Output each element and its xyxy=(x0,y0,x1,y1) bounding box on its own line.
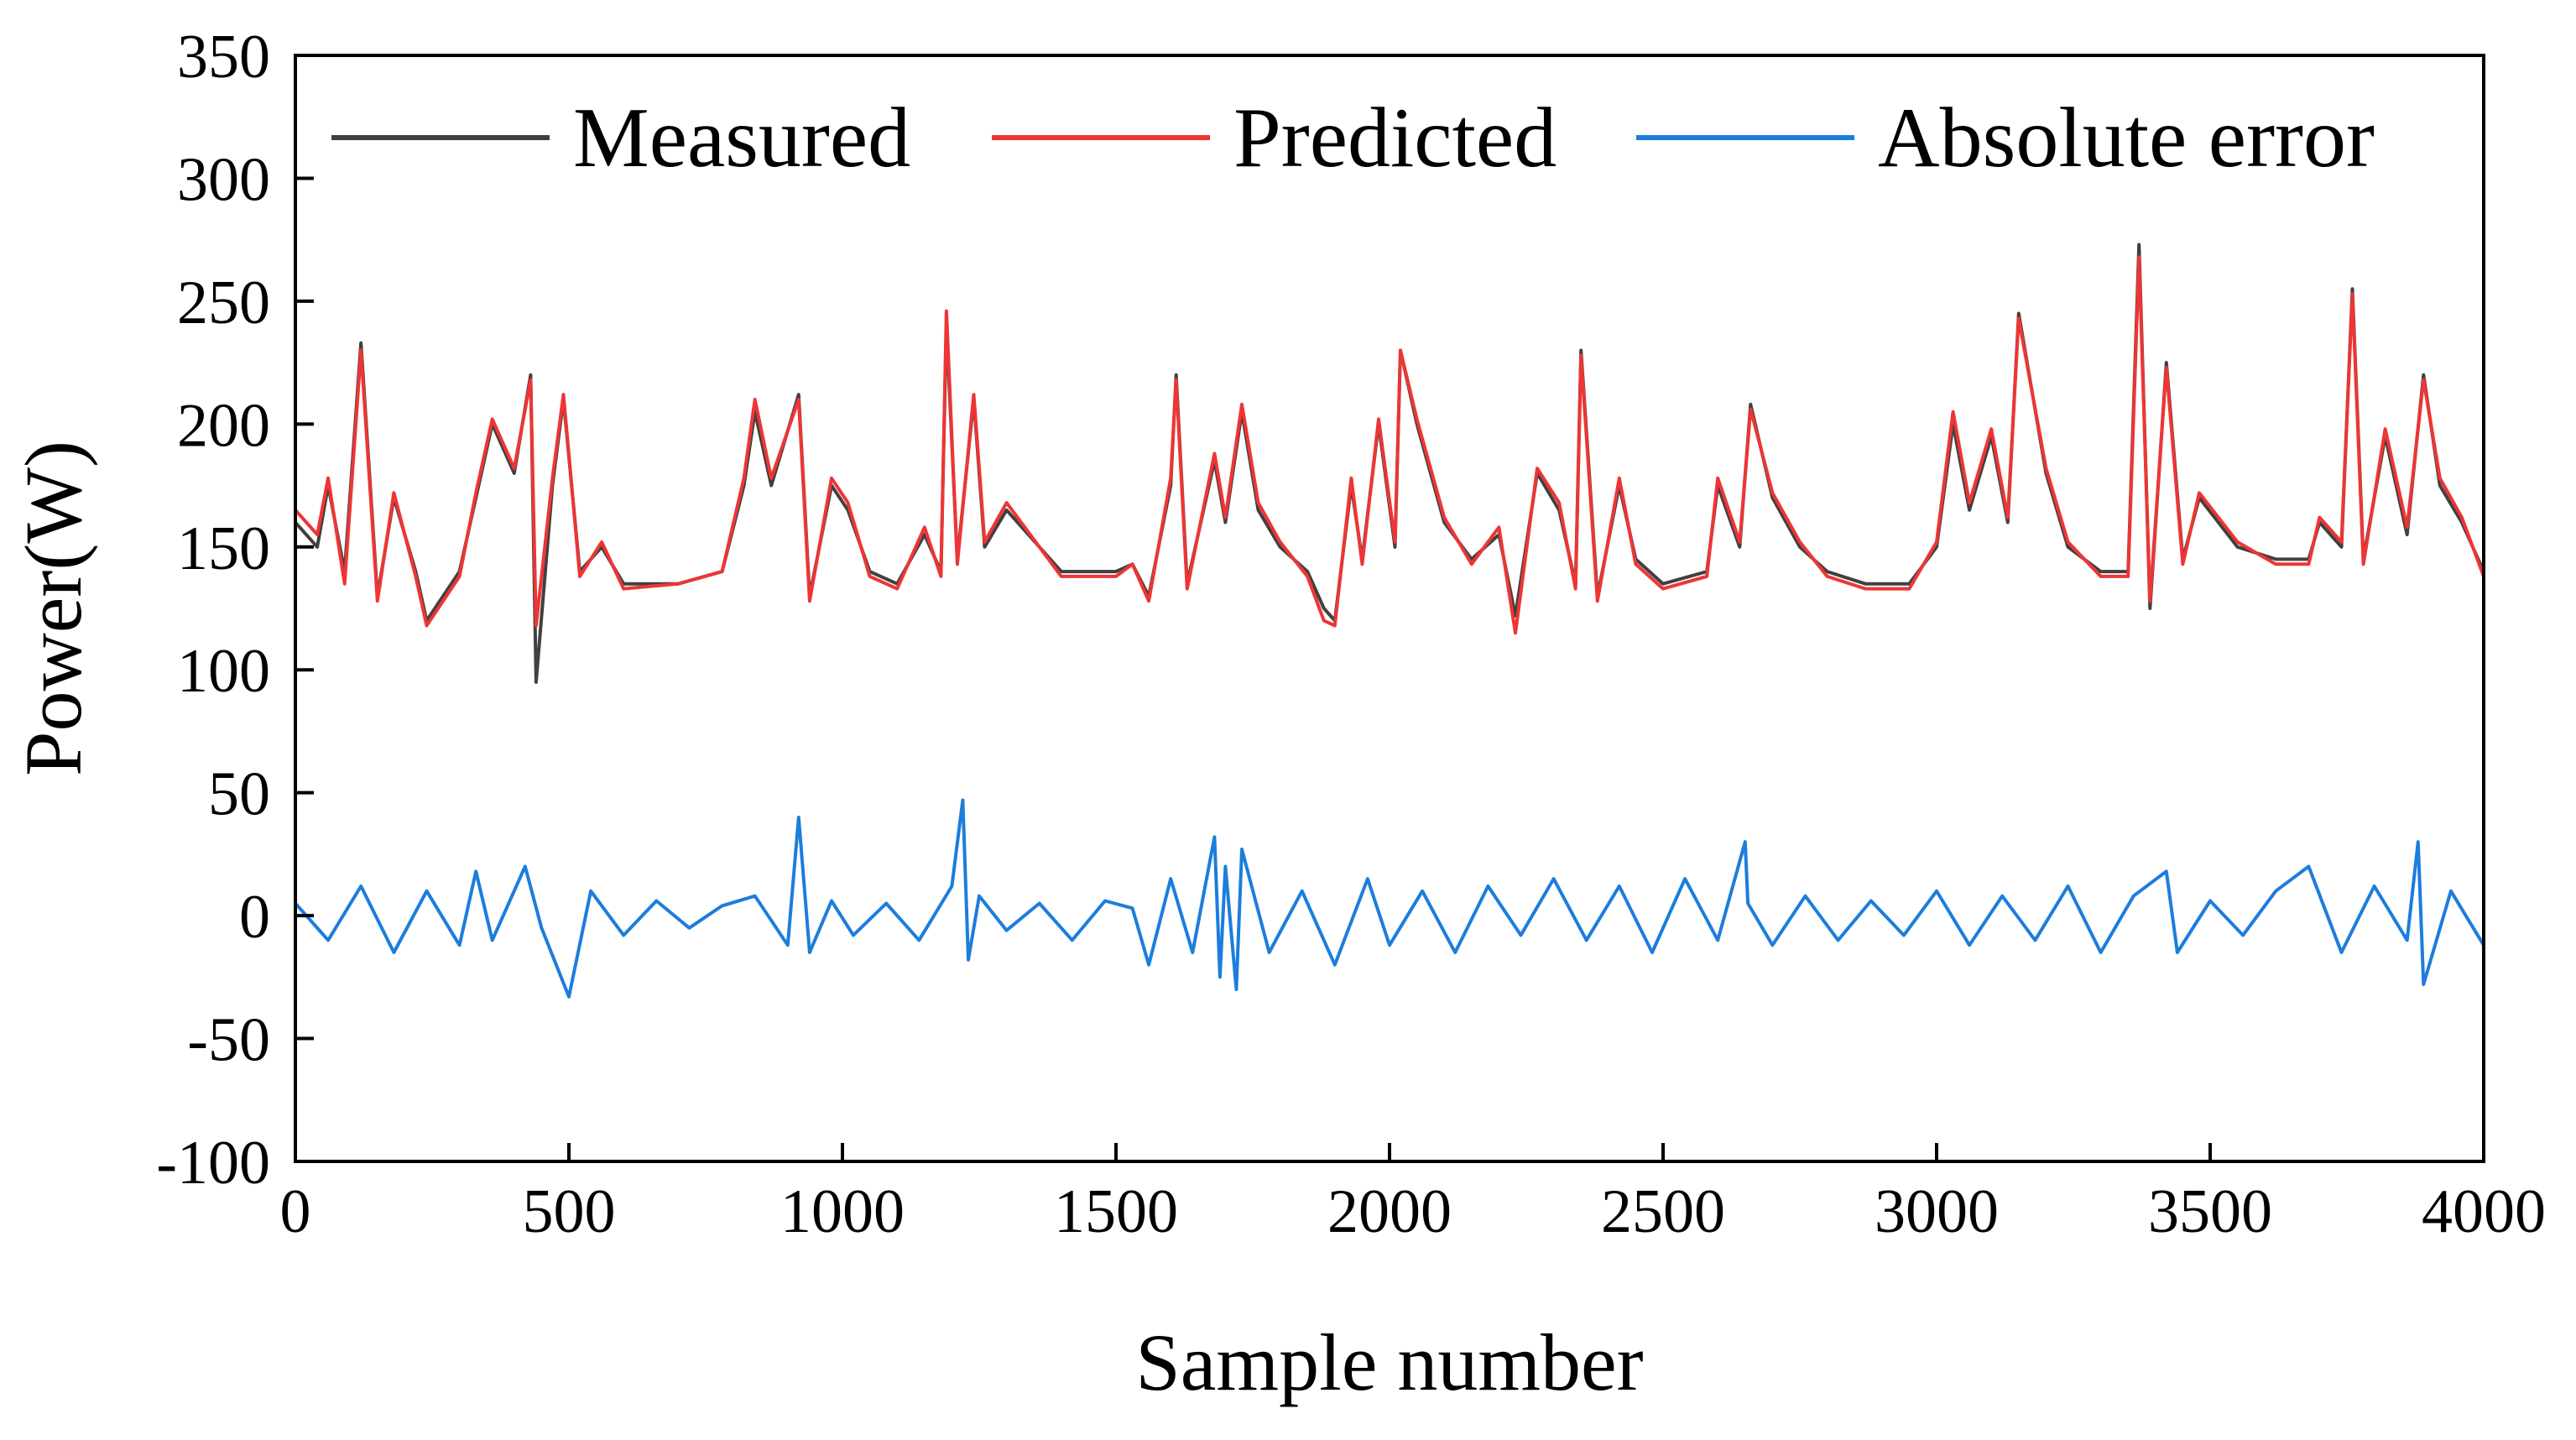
y-tick-label-8: 300 xyxy=(177,145,270,214)
ticks-layer: 0 500 1000 1500 2000 2500 3000 3500 4000 -100 -50 0… xyxy=(156,23,2546,1246)
plot-frame xyxy=(294,54,2485,1163)
x-tick-label-2: 1000 xyxy=(780,1177,905,1246)
series-layer xyxy=(294,243,2485,999)
y-tick-label-2: 0 xyxy=(239,883,270,952)
x-tick-label-0: 0 xyxy=(280,1177,311,1246)
series-line-measured xyxy=(294,243,2485,684)
y-tick-label-6: 200 xyxy=(177,391,270,460)
y-tick-label-1: -50 xyxy=(187,1006,270,1075)
x-tick-label-5: 2500 xyxy=(1601,1177,1725,1246)
y-axis-title: Power(W) xyxy=(8,441,98,776)
x-tick-label-4: 2000 xyxy=(1327,1177,1452,1246)
legend-label-predicted: Predicted xyxy=(1233,91,1557,185)
y-tick-label-3: 50 xyxy=(208,760,270,829)
x-tick-label-1: 500 xyxy=(523,1177,616,1246)
y-tick-label-4: 100 xyxy=(177,637,270,706)
x-axis-title: Sample number xyxy=(1135,1317,1643,1407)
y-tick-label-0: -100 xyxy=(156,1129,270,1197)
y-tick-label-5: 150 xyxy=(177,514,270,583)
x-tick-label-8: 4000 xyxy=(2422,1177,2546,1246)
y-tick-label-9: 350 xyxy=(177,23,270,91)
legend-label-measured: Measured xyxy=(573,91,910,185)
legend: Measured Predicted Absolute error xyxy=(331,91,2375,185)
series-line-absolute-error xyxy=(294,798,2485,999)
x-tick-label-3: 1500 xyxy=(1054,1177,1178,1246)
x-tick-label-6: 3000 xyxy=(1875,1177,1999,1246)
series-line-predicted xyxy=(294,255,2485,635)
legend-label-absolute-error: Absolute error xyxy=(1878,91,2375,185)
y-tick-label-7: 250 xyxy=(177,269,270,337)
x-tick-label-7: 3500 xyxy=(2148,1177,2272,1246)
